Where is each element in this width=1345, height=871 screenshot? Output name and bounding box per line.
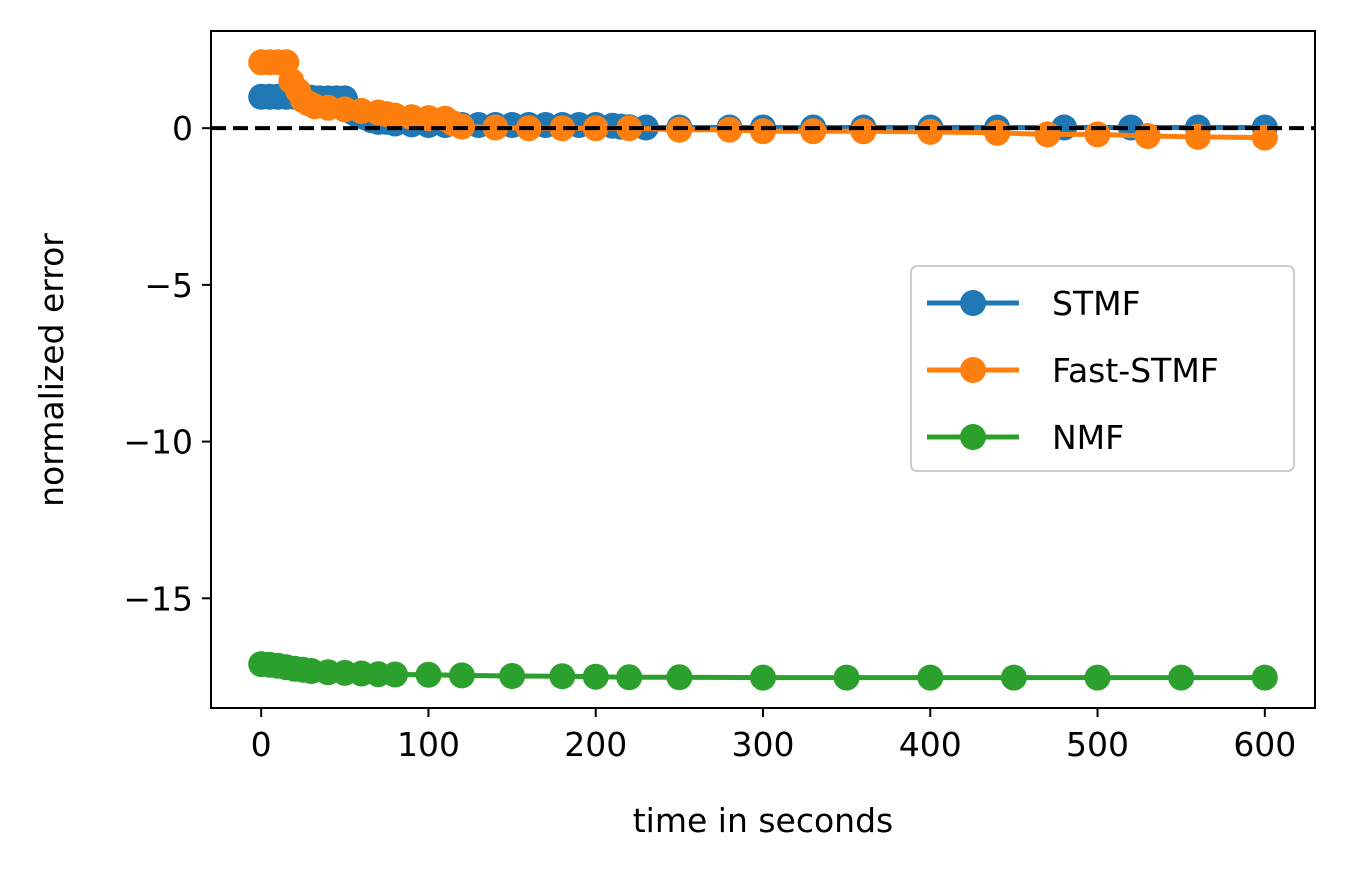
data-point — [1084, 121, 1111, 148]
legend-entry: STMF — [927, 284, 1141, 323]
legend-marker — [960, 290, 986, 316]
series-layer — [248, 49, 1278, 691]
data-point — [382, 661, 408, 688]
data-point — [1084, 664, 1111, 691]
data-point — [448, 662, 475, 689]
legend-marker — [960, 424, 986, 450]
legend-label: Fast-STMF — [1052, 351, 1219, 390]
data-point — [1251, 124, 1278, 151]
data-point — [666, 664, 693, 691]
data-point — [582, 663, 609, 690]
series-fast-stmf — [248, 49, 1278, 151]
data-point — [1168, 664, 1195, 691]
data-point — [750, 664, 776, 691]
x-axis-label: time in seconds — [633, 801, 894, 840]
data-point — [549, 115, 576, 142]
x-axis: 0 100 200 300 400 500 600 — [251, 708, 1296, 764]
x-tick-label: 500 — [1066, 725, 1129, 764]
data-point — [549, 663, 576, 690]
data-point — [1184, 123, 1211, 150]
y-axis: 0 −5 −10 −15 — [123, 109, 211, 618]
x-tick-label: 0 — [251, 725, 272, 764]
data-point — [833, 664, 860, 691]
data-point — [482, 114, 509, 141]
data-point — [499, 663, 526, 689]
series-nmf — [248, 651, 1278, 691]
y-axis-label: normalized error — [32, 233, 71, 507]
x-tick-label: 600 — [1233, 725, 1296, 764]
data-point — [616, 664, 643, 691]
data-point — [917, 664, 944, 691]
data-point — [1034, 121, 1061, 148]
legend-label: STMF — [1052, 284, 1141, 323]
data-point — [1251, 664, 1278, 691]
y-tick-label: −10 — [123, 423, 193, 462]
legend-frame — [910, 265, 1295, 472]
x-tick-label: 100 — [397, 725, 460, 764]
data-point — [750, 118, 776, 145]
legend-label: NMF — [1052, 418, 1124, 457]
data-point — [415, 661, 442, 688]
data-point — [984, 119, 1011, 146]
data-point — [850, 118, 877, 145]
x-tick-label: 300 — [732, 725, 795, 764]
x-tick-label: 400 — [899, 725, 962, 764]
data-point — [1000, 664, 1027, 691]
legend-marker — [960, 357, 986, 383]
y-tick-label: 0 — [172, 109, 193, 148]
x-tick-label: 200 — [564, 725, 627, 764]
data-point — [800, 118, 827, 145]
legend-entry: Fast-STMF — [927, 351, 1219, 390]
data-point — [917, 118, 944, 145]
y-tick-label: −5 — [144, 266, 193, 305]
y-tick-label: −15 — [123, 579, 193, 618]
legend-entry: NMF — [927, 418, 1124, 457]
legend: STMF Fast-STMF NMF — [910, 265, 1295, 472]
